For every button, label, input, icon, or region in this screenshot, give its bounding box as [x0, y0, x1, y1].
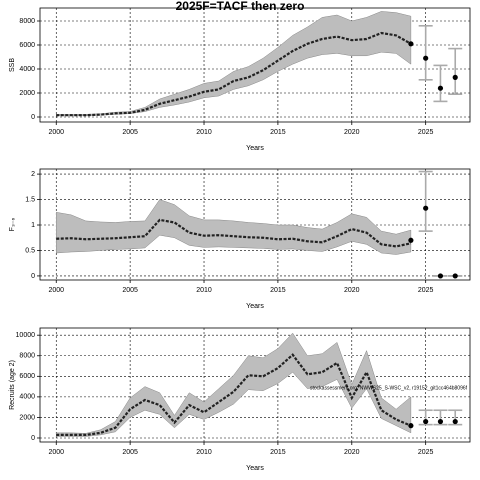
projection-point — [437, 418, 444, 425]
projection-point — [423, 418, 429, 425]
y-tick-label: 1.5 — [25, 196, 35, 203]
estimate-line — [56, 353, 412, 437]
x-axis-label: Years — [246, 145, 264, 152]
x-tick-label: 2020 — [344, 287, 360, 294]
plot-frame — [39, 7, 471, 123]
projection-point — [423, 55, 429, 61]
projection-point — [452, 273, 458, 279]
x-tick-label: 2010 — [196, 449, 212, 456]
plot-frame — [39, 168, 471, 281]
confidence-band — [56, 11, 412, 117]
y-tick-label: 4000 — [19, 394, 35, 401]
y-axis-label: F₃₋₆ — [9, 218, 16, 232]
y-tick-label: 4000 — [19, 66, 35, 73]
x-tick-label: 2005 — [122, 449, 138, 456]
y-tick-label: 0 — [31, 114, 35, 121]
y-tick-label: 6000 — [19, 42, 35, 49]
y-tick-label: 6000 — [19, 373, 35, 380]
x-axis-label: Years — [246, 465, 264, 472]
y-tick-label: 2 — [31, 171, 35, 178]
last-point — [408, 237, 414, 243]
y-tick-label: 10000 — [16, 332, 36, 339]
last-point — [408, 423, 414, 429]
x-tick-label: 2015 — [270, 287, 286, 294]
y-axis-label: Recruits (age 2) — [9, 360, 16, 410]
x-axis-label: Years — [246, 303, 264, 310]
y-tick-label: 8000 — [19, 353, 35, 360]
x-tick-label: 2015 — [270, 449, 286, 456]
x-tick-label: 2000 — [48, 287, 64, 294]
x-tick-label: 2025 — [418, 129, 434, 136]
last-point — [408, 41, 414, 47]
x-tick-label: 2010 — [196, 287, 212, 294]
y-tick-label: 2000 — [19, 414, 35, 421]
y-tick-label: 0.5 — [25, 247, 35, 254]
y-tick-label: 1 — [31, 222, 35, 229]
y-tick-label: 0 — [31, 435, 35, 442]
confidence-band — [56, 199, 412, 255]
x-tick-label: 2020 — [344, 449, 360, 456]
annotation: stockassessment.org, NWWS25_S-WSC_v2, r1… — [310, 385, 468, 391]
projection-point — [423, 205, 429, 211]
x-tick-label: 2000 — [48, 129, 64, 136]
x-tick-label: 2010 — [196, 129, 212, 136]
confidence-band — [56, 332, 412, 437]
chart-title: 2025F=TACF then zero — [176, 0, 305, 13]
x-tick-label: 2000 — [48, 449, 64, 456]
estimate-line — [56, 218, 412, 248]
x-tick-label: 2025 — [418, 449, 434, 456]
projection-point — [452, 418, 458, 425]
x-tick-label: 2025 — [418, 287, 434, 294]
x-tick-label: 2020 — [344, 129, 360, 136]
x-tick-label: 2005 — [122, 287, 138, 294]
x-tick-label: 2015 — [270, 129, 286, 136]
plot-frame — [39, 327, 471, 443]
y-axis-label: SSB — [9, 58, 16, 72]
estimate-line — [56, 31, 412, 117]
x-tick-label: 2005 — [122, 129, 138, 136]
y-tick-label: 8000 — [19, 18, 35, 25]
projection-point — [437, 85, 444, 91]
y-tick-label: 2000 — [19, 90, 35, 97]
projection-point — [452, 74, 458, 80]
y-tick-label: 0 — [31, 273, 35, 280]
projection-point — [437, 273, 444, 279]
